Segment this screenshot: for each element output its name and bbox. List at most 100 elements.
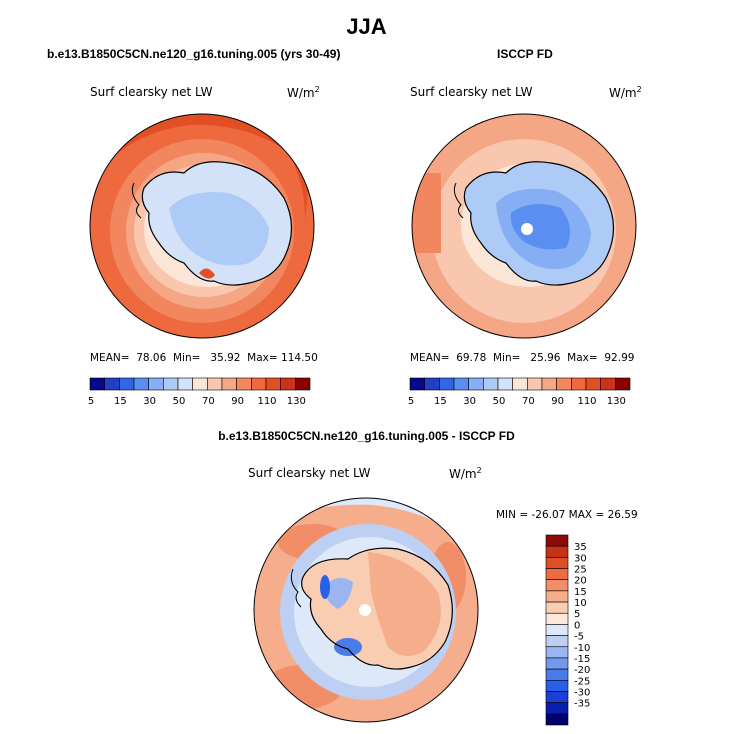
model-colorbar-box-6 <box>177 377 193 391</box>
diff-colorbar-box-14 <box>545 691 569 703</box>
diff-colorbar-box-9 <box>545 635 569 648</box>
diff-pole-hole <box>359 604 371 616</box>
obs-antarctica-core <box>510 204 570 250</box>
diff-colorbar-tick-30: 30 <box>574 553 587 564</box>
model-antarctica-inner <box>169 192 269 266</box>
obs-colorbar-box-1 <box>424 377 440 391</box>
obs-colorbar-box-6 <box>497 377 513 391</box>
model-colorbar-box-12 <box>265 377 281 391</box>
model-colorbar-box-5 <box>163 377 179 391</box>
diff-colorbar-tick--20: -20 <box>574 665 590 676</box>
model-colorbar-tick-130: 130 <box>287 396 306 407</box>
diff-units-label: W/m2 <box>449 466 482 481</box>
obs-colorbar-box-0 <box>409 377 425 391</box>
diff-colorbar-tick-25: 25 <box>574 565 587 576</box>
diff-colorbar-box-12 <box>545 668 569 681</box>
diff-colorbar-box-13 <box>545 679 569 692</box>
obs-colorbar-box-4 <box>468 377 484 391</box>
diff-coldspot <box>334 638 362 656</box>
model-colorbar: 5 15 30 50 70 90 110 130 <box>88 377 311 407</box>
diff-colorbar-box-11 <box>545 657 569 670</box>
obs-colorbar-box-12 <box>585 377 601 391</box>
model-case-title: b.e13.B1850C5CN.ne120_g16.tuning.005 (yr… <box>47 47 341 61</box>
model-colorbar-box-10 <box>236 377 252 391</box>
diff-peninsula <box>290 568 302 608</box>
obs-coastline <box>463 161 615 286</box>
obs-pole-hole <box>521 223 533 235</box>
diff-coldspot2 <box>320 575 330 599</box>
obs-colorbar-tick-5: 5 <box>408 396 414 407</box>
model-colorbar-tick-110: 110 <box>257 396 276 407</box>
model-colorbar-box-3 <box>133 377 149 391</box>
obs-colorbar-box-10 <box>556 377 572 391</box>
obs-polar-map <box>411 113 637 339</box>
diff-colorbar-tick-0: 0 <box>574 620 580 631</box>
diff-colorbar-box-3 <box>545 568 569 581</box>
obs-colorbar-tick-110: 110 <box>577 396 596 407</box>
obs-colorbar-box-5 <box>483 377 499 391</box>
model-hotspot <box>199 268 215 279</box>
obs-colorbar-tick-50: 50 <box>493 396 506 407</box>
diff-antarctica-west <box>323 578 353 609</box>
model-coastline <box>141 161 293 286</box>
obs-colorbar-box-11 <box>571 377 587 391</box>
model-polar-map <box>89 113 315 339</box>
diff-colorbar-box-6 <box>545 601 569 614</box>
obs-peninsula <box>453 182 464 219</box>
obs-variable-label: Surf clearsky net LW <box>410 85 533 99</box>
obs-colorbar-box-2 <box>439 377 455 391</box>
diff-colorbar-box-0 <box>545 534 569 547</box>
model-variable-label: Surf clearsky net LW <box>90 85 213 99</box>
obs-colorbar-box-14 <box>615 377 631 391</box>
diff-colorbar-tick--30: -30 <box>574 687 590 698</box>
model-colorbar-tick-50: 50 <box>173 396 186 407</box>
model-colorbar-box-14 <box>295 377 311 391</box>
diff-variable-label: Surf clearsky net LW <box>248 466 371 480</box>
model-stats: MEAN= 78.06 Min= 35.92 Max= 114.50 <box>90 352 318 364</box>
diff-colorbar-tick--5: -5 <box>574 632 584 643</box>
model-units-label: W/m2 <box>287 85 320 100</box>
obs-colorbar-tick-90: 90 <box>551 396 564 407</box>
model-colorbar-box-2 <box>119 377 135 391</box>
obs-case-title: ISCCP FD <box>497 47 553 61</box>
diff-colorbar-box-10 <box>545 646 569 659</box>
model-peninsula <box>131 182 142 219</box>
diff-colorbar-tick-5: 5 <box>574 609 580 620</box>
diff-colorbar-tick--35: -35 <box>574 699 590 710</box>
model-colorbar-tick-5: 5 <box>88 396 94 407</box>
obs-field-west <box>412 173 441 253</box>
model-colorbar-box-7 <box>192 377 208 391</box>
obs-stats: MEAN= 69.78 Min= 25.96 Max= 92.99 <box>410 352 635 364</box>
obs-colorbar-box-8 <box>527 377 543 391</box>
obs-colorbar-tick-130: 130 <box>607 396 626 407</box>
obs-colorbar-tick-15: 15 <box>434 396 447 407</box>
page-title: JJA <box>346 14 387 39</box>
diff-colorbar-tick--25: -25 <box>574 676 590 687</box>
diff-colorbar-box-2 <box>545 557 569 569</box>
obs-colorbar-box-13 <box>600 377 616 391</box>
diff-colorbar-box-7 <box>545 612 569 625</box>
model-colorbar-box-1 <box>104 377 120 391</box>
diff-colorbar-tick-10: 10 <box>574 598 587 609</box>
diff-colorbar-box-1 <box>545 545 569 558</box>
diff-minmax: MIN = -26.07 MAX = 26.59 <box>496 509 638 521</box>
diff-colorbar-tick-35: 35 <box>574 542 587 553</box>
obs-colorbar-box-3 <box>453 377 469 391</box>
model-colorbar-tick-30: 30 <box>143 396 156 407</box>
diff-colorbar-box-5 <box>545 590 569 603</box>
diff-coastline <box>301 547 453 670</box>
diff-case-title: b.e13.B1850C5CN.ne120_g16.tuning.005 - I… <box>218 429 515 443</box>
model-colorbar-box-9 <box>221 377 237 391</box>
diff-antarctica-east <box>368 552 441 656</box>
diff-colorbar-tick-15: 15 <box>574 587 587 598</box>
diff-colorbar-tick-20: 20 <box>574 576 587 587</box>
model-colorbar-box-13 <box>280 377 296 391</box>
diff-colorbar-box-16 <box>545 713 569 726</box>
diff-colorbar-box-8 <box>545 624 569 636</box>
diff-polar-map <box>253 497 479 723</box>
obs-colorbar-box-7 <box>512 377 528 391</box>
obs-colorbar-tick-70: 70 <box>522 396 535 407</box>
model-colorbar-box-8 <box>207 377 223 391</box>
model-colorbar-box-0 <box>89 377 105 391</box>
